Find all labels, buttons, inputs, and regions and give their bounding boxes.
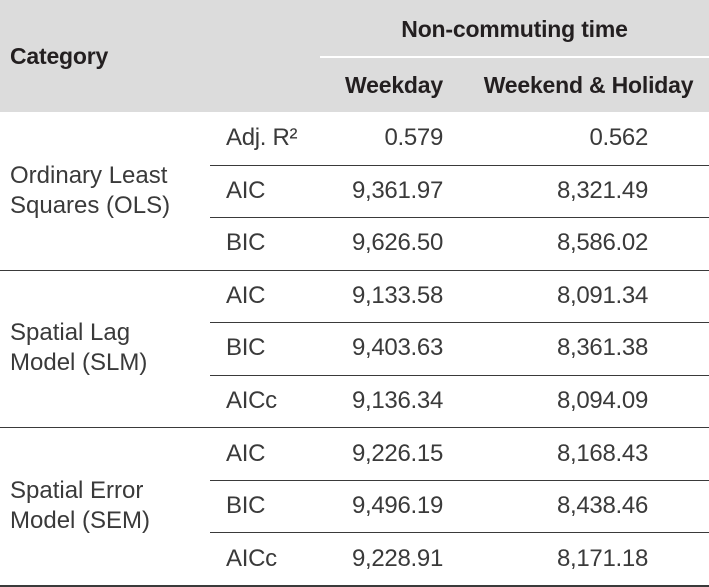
- weekend-value: 8,094.09: [556, 387, 648, 415]
- weekend-value: 8,171.18: [556, 544, 648, 572]
- row-divider: [210, 532, 709, 533]
- metric-label: AIC: [226, 281, 266, 309]
- metric-label: BIC: [226, 229, 266, 257]
- weekend-value: 0.562: [589, 124, 648, 152]
- group-label: Ordinary Least Squares (OLS): [10, 161, 171, 219]
- metric-label: AIC: [226, 176, 266, 204]
- row-divider: [210, 165, 709, 166]
- weekday-value: 9,133.58: [351, 281, 443, 309]
- group-divider: [0, 270, 709, 271]
- header-weekend-holiday: Weekend & Holiday: [483, 71, 694, 98]
- header-category: Category: [10, 42, 109, 69]
- weekday-value: 9,496.19: [351, 492, 443, 520]
- group-label: Spatial Error Model (SEM): [10, 477, 151, 535]
- metric-label: AICc: [226, 544, 277, 572]
- table-bottom-border: [0, 585, 709, 587]
- weekday-value: 9,136.34: [351, 387, 443, 415]
- weekend-value: 8,586.02: [556, 229, 648, 257]
- row-divider: [210, 322, 709, 323]
- metric-label: AIC: [226, 439, 266, 467]
- metric-label: BIC: [226, 492, 266, 520]
- weekday-value: 9,228.91: [351, 544, 443, 572]
- header-group-title: Non-commuting time: [401, 15, 628, 42]
- row-divider: [210, 480, 709, 481]
- weekend-value: 8,168.43: [556, 439, 648, 467]
- weekend-value: 8,321.49: [556, 176, 648, 204]
- row-divider: [210, 217, 709, 218]
- weekday-value: 9,226.15: [351, 439, 443, 467]
- group-divider: [0, 427, 709, 428]
- header-weekday: Weekday: [345, 71, 443, 98]
- row-divider: [210, 375, 709, 376]
- metric-label: AICc: [226, 387, 277, 415]
- weekend-value: 8,361.38: [556, 334, 648, 362]
- header-divider: [320, 56, 709, 58]
- weekday-value: 9,403.63: [351, 334, 443, 362]
- metric-label: BIC: [226, 334, 266, 362]
- weekday-value: 9,626.50: [351, 229, 443, 257]
- metric-label: Adj. R²: [226, 124, 298, 152]
- weekend-value: 8,091.34: [556, 281, 648, 309]
- weekday-value: 0.579: [384, 124, 443, 152]
- weekday-value: 9,361.97: [351, 176, 443, 204]
- weekend-value: 8,438.46: [556, 492, 648, 520]
- group-label: Spatial Lag Model (SLM): [10, 319, 148, 377]
